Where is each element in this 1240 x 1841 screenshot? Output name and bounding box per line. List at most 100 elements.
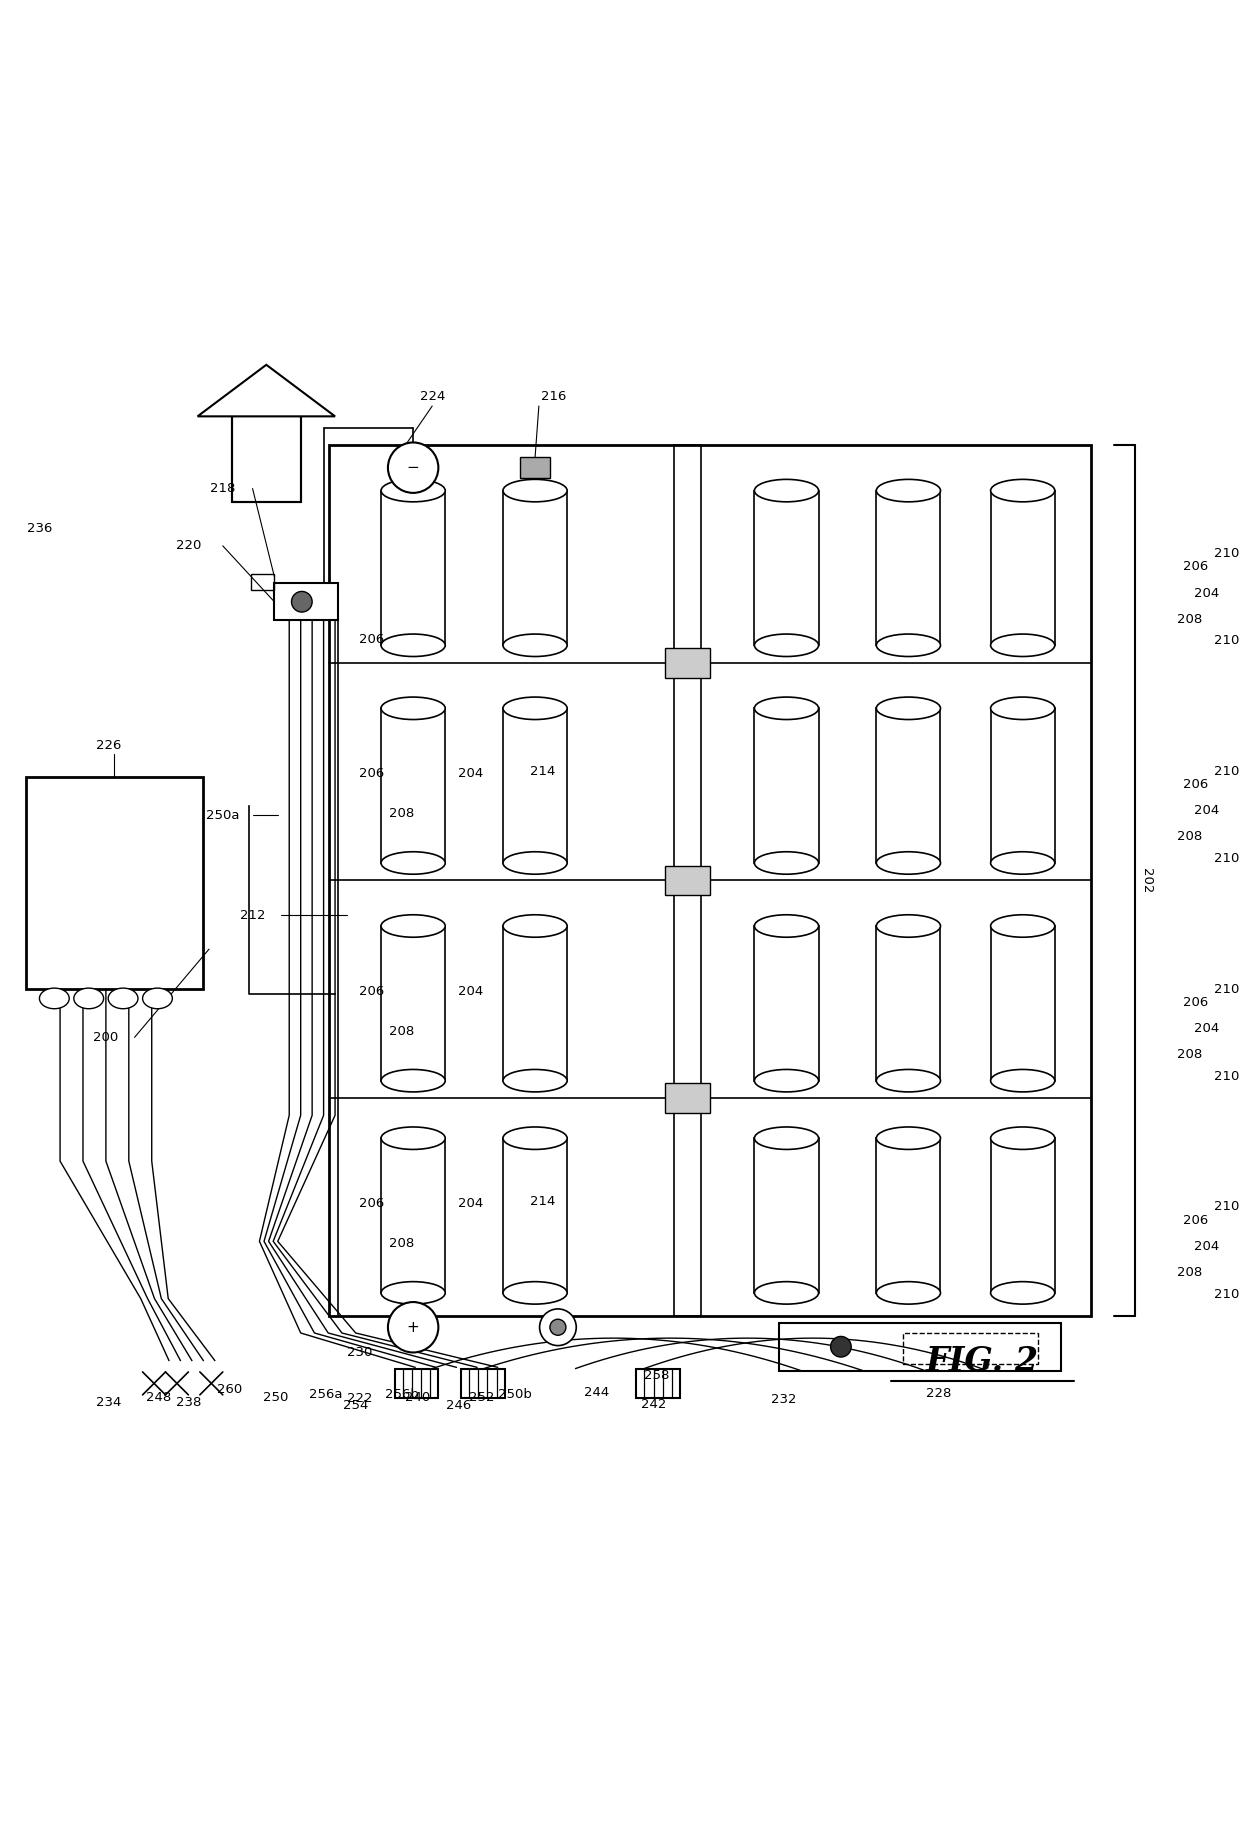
Text: 206: 206 <box>1183 560 1208 573</box>
Text: 208: 208 <box>389 806 414 821</box>
Text: 204: 204 <box>458 985 482 998</box>
Ellipse shape <box>877 915 940 937</box>
Text: 236: 236 <box>27 523 52 536</box>
Text: 212: 212 <box>239 909 265 922</box>
Bar <box>503 1138 567 1292</box>
Bar <box>503 709 567 863</box>
Ellipse shape <box>877 1281 940 1303</box>
Bar <box>665 865 711 895</box>
Bar <box>754 926 818 1081</box>
Text: 210a: 210a <box>1214 1070 1240 1083</box>
Text: 234: 234 <box>95 1395 120 1410</box>
Text: 210b: 210b <box>1214 547 1240 560</box>
Ellipse shape <box>754 698 818 720</box>
Ellipse shape <box>877 852 940 874</box>
Ellipse shape <box>503 1281 567 1303</box>
Text: 248: 248 <box>146 1390 171 1403</box>
Text: 254: 254 <box>343 1399 368 1412</box>
Ellipse shape <box>503 852 567 874</box>
Text: 228: 228 <box>926 1388 951 1401</box>
Bar <box>503 490 567 646</box>
Ellipse shape <box>381 915 445 937</box>
Bar <box>665 1083 711 1114</box>
Text: 258: 258 <box>645 1370 670 1383</box>
Bar <box>381 1138 445 1292</box>
Bar <box>877 709 940 863</box>
Text: 216: 216 <box>542 390 567 403</box>
Text: 252: 252 <box>469 1390 495 1403</box>
Text: 206: 206 <box>1183 779 1208 792</box>
Ellipse shape <box>381 1281 445 1303</box>
Text: 204: 204 <box>1194 1022 1220 1035</box>
Ellipse shape <box>877 1127 940 1149</box>
Text: 204: 204 <box>1194 587 1220 600</box>
Bar <box>673 446 701 1316</box>
Bar <box>991 926 1055 1081</box>
Bar <box>877 926 940 1081</box>
Text: 206: 206 <box>1183 996 1208 1009</box>
Ellipse shape <box>877 1070 940 1092</box>
Bar <box>779 1322 1060 1372</box>
Text: 208: 208 <box>1177 830 1203 843</box>
Text: 208: 208 <box>1177 1048 1203 1060</box>
Text: 208: 208 <box>389 1025 414 1038</box>
Text: 244: 244 <box>584 1386 609 1399</box>
Bar <box>877 490 940 646</box>
Bar <box>381 490 445 646</box>
Text: 222: 222 <box>347 1392 372 1405</box>
Text: 210a: 210a <box>1214 635 1240 648</box>
Bar <box>903 1333 1038 1364</box>
Text: 214: 214 <box>529 1195 556 1208</box>
Ellipse shape <box>381 698 445 720</box>
Ellipse shape <box>991 479 1055 503</box>
Text: 246: 246 <box>446 1399 471 1412</box>
Text: FIG. 2: FIG. 2 <box>926 1346 1039 1379</box>
Text: 218: 218 <box>210 482 236 495</box>
Bar <box>381 926 445 1081</box>
Circle shape <box>831 1337 851 1357</box>
Ellipse shape <box>877 633 940 657</box>
Bar <box>754 490 818 646</box>
Bar <box>26 777 203 989</box>
Ellipse shape <box>503 698 567 720</box>
Bar <box>754 709 818 863</box>
Circle shape <box>291 591 312 611</box>
Bar <box>394 1368 438 1399</box>
Bar <box>991 490 1055 646</box>
Ellipse shape <box>754 1127 818 1149</box>
Text: 206: 206 <box>358 1197 384 1210</box>
Text: 204: 204 <box>1194 1239 1220 1252</box>
Text: 206: 206 <box>358 633 384 646</box>
Text: 232: 232 <box>771 1394 797 1407</box>
Ellipse shape <box>381 633 445 657</box>
Text: 206: 206 <box>1183 1213 1208 1226</box>
Ellipse shape <box>877 479 940 503</box>
Text: 204: 204 <box>1194 805 1220 817</box>
Text: 204: 204 <box>458 1197 482 1210</box>
Text: 250b: 250b <box>498 1388 532 1401</box>
Bar <box>754 1138 818 1292</box>
Text: 204: 204 <box>458 768 482 781</box>
Ellipse shape <box>381 479 445 503</box>
Text: 202: 202 <box>1140 867 1153 893</box>
Text: 238: 238 <box>176 1395 201 1410</box>
Text: 210a: 210a <box>1214 852 1240 865</box>
Ellipse shape <box>381 1127 445 1149</box>
Text: 224: 224 <box>419 390 445 403</box>
Bar <box>665 648 711 677</box>
Ellipse shape <box>74 989 104 1009</box>
Ellipse shape <box>503 479 567 503</box>
Bar <box>503 926 567 1081</box>
Text: 210a: 210a <box>1214 1287 1240 1300</box>
Text: 208: 208 <box>1177 1267 1203 1279</box>
Ellipse shape <box>143 989 172 1009</box>
Text: 250a: 250a <box>206 808 239 821</box>
Circle shape <box>539 1309 577 1346</box>
Bar <box>991 709 1055 863</box>
Ellipse shape <box>381 1070 445 1092</box>
Text: 256b: 256b <box>384 1388 418 1401</box>
Bar <box>461 1368 505 1399</box>
Ellipse shape <box>503 1070 567 1092</box>
Ellipse shape <box>991 915 1055 937</box>
Text: 210b: 210b <box>1214 983 1240 996</box>
